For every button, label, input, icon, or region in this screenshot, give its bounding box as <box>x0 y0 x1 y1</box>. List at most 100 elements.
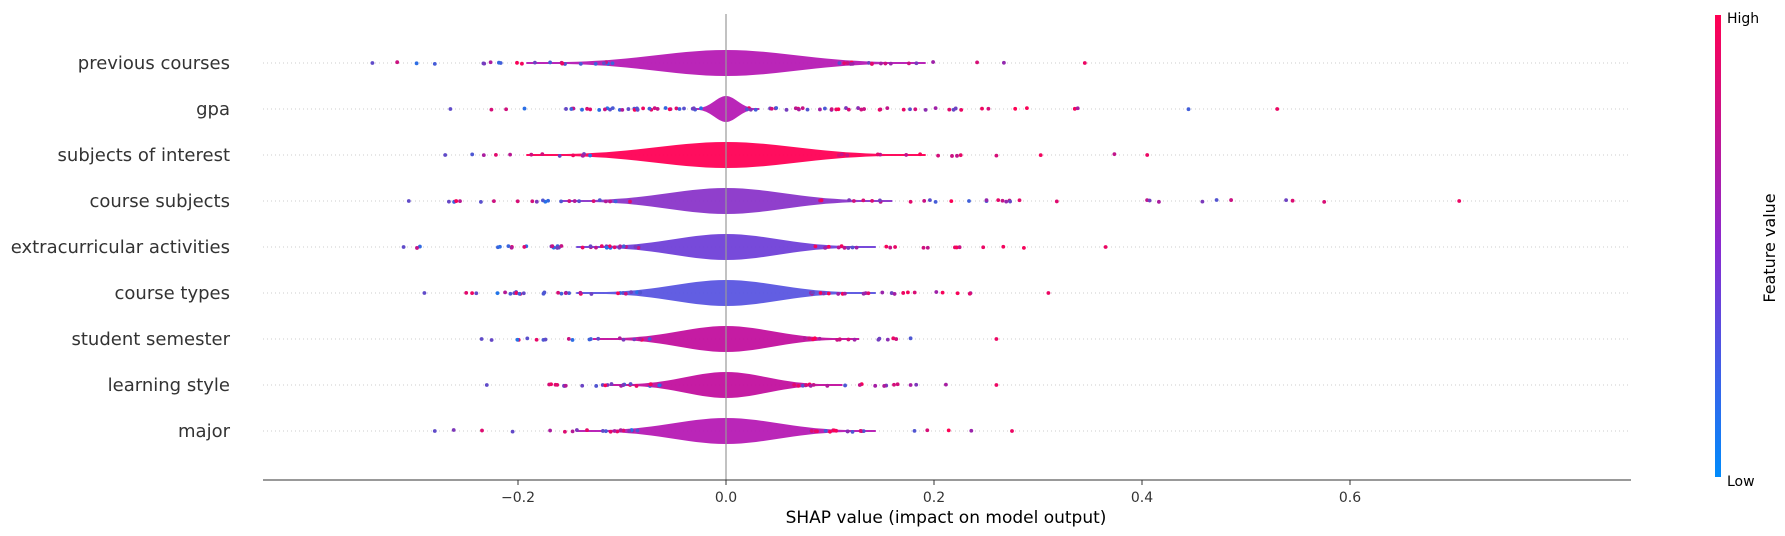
data-point <box>813 244 818 249</box>
data-point <box>601 429 605 433</box>
data-point <box>602 61 606 66</box>
data-point <box>607 244 612 249</box>
data-point <box>580 245 585 250</box>
data-point <box>588 153 592 158</box>
data-point <box>921 245 926 250</box>
data-point <box>826 244 831 249</box>
data-point <box>594 384 599 388</box>
data-point <box>914 61 919 66</box>
data-point <box>870 198 874 203</box>
data-point <box>497 60 501 65</box>
data-point <box>1290 198 1295 203</box>
data-point <box>632 337 637 342</box>
data-point <box>479 337 484 341</box>
data-point <box>946 428 951 433</box>
data-point <box>635 290 639 295</box>
data-point <box>563 383 568 388</box>
data-point <box>1000 198 1005 203</box>
data-point <box>1046 291 1051 295</box>
feature-label: course subjects <box>89 191 230 212</box>
data-point <box>647 106 652 111</box>
data-point <box>845 153 850 158</box>
x-tick-label: 0.6 <box>1339 490 1361 506</box>
data-point <box>826 291 831 296</box>
data-point <box>1008 199 1012 204</box>
data-point <box>950 154 954 158</box>
data-point <box>567 291 571 296</box>
data-point <box>508 152 512 157</box>
data-point <box>843 291 847 296</box>
data-point <box>940 290 945 295</box>
data-point <box>958 153 963 158</box>
data-point <box>447 199 451 204</box>
data-point <box>548 60 552 65</box>
data-point <box>577 199 581 204</box>
data-point <box>892 382 896 387</box>
data-point <box>604 429 608 434</box>
data-point <box>925 245 930 250</box>
data-point <box>406 199 411 203</box>
data-point <box>533 60 537 65</box>
data-point <box>504 107 508 112</box>
data-point <box>541 291 546 296</box>
data-point <box>858 429 863 433</box>
data-point <box>617 336 622 341</box>
data-point <box>904 153 909 157</box>
data-point <box>596 336 601 341</box>
data-point <box>825 383 830 388</box>
data-point <box>585 106 589 111</box>
data-point <box>578 61 583 66</box>
data-point <box>980 106 984 111</box>
data-point <box>861 198 866 203</box>
data-point <box>560 61 565 66</box>
data-point <box>908 336 913 341</box>
data-point <box>682 106 686 111</box>
data-point <box>608 199 612 204</box>
data-point <box>967 199 971 203</box>
data-point <box>1002 60 1006 65</box>
data-point <box>618 244 622 249</box>
data-point <box>648 382 653 387</box>
data-point <box>563 429 567 434</box>
data-point <box>589 337 593 341</box>
data-point <box>522 245 527 249</box>
feature-label: subjects of interest <box>58 145 230 166</box>
data-point <box>610 61 615 66</box>
data-point <box>634 384 639 388</box>
data-point <box>575 428 579 432</box>
data-point <box>805 107 810 112</box>
data-point <box>555 246 560 250</box>
data-point <box>748 107 753 112</box>
data-point <box>641 106 645 111</box>
data-point <box>885 106 890 111</box>
data-point <box>906 290 910 295</box>
data-point <box>454 199 459 203</box>
data-point <box>572 199 577 203</box>
data-point <box>818 291 823 295</box>
data-point <box>893 245 897 249</box>
data-point <box>495 291 500 296</box>
data-point <box>563 291 568 295</box>
data-point <box>509 245 514 250</box>
data-point <box>846 246 851 250</box>
data-point <box>517 291 522 296</box>
data-point <box>482 61 487 66</box>
data-point <box>784 107 789 112</box>
data-point <box>836 107 841 112</box>
data-point <box>774 106 779 110</box>
data-point <box>875 152 880 157</box>
data-point <box>891 336 896 341</box>
data-point <box>957 245 962 250</box>
data-point <box>880 290 885 295</box>
data-point <box>620 107 625 112</box>
data-point <box>967 291 972 296</box>
data-point <box>888 245 893 250</box>
data-point <box>489 107 494 112</box>
data-point <box>908 383 913 387</box>
data-point <box>1147 198 1152 203</box>
feature-labels: previous courses gpa subjects of interest c… <box>11 53 231 442</box>
data-point <box>813 336 817 341</box>
data-point <box>628 382 633 386</box>
data-point <box>699 106 703 111</box>
data-point <box>603 107 607 112</box>
